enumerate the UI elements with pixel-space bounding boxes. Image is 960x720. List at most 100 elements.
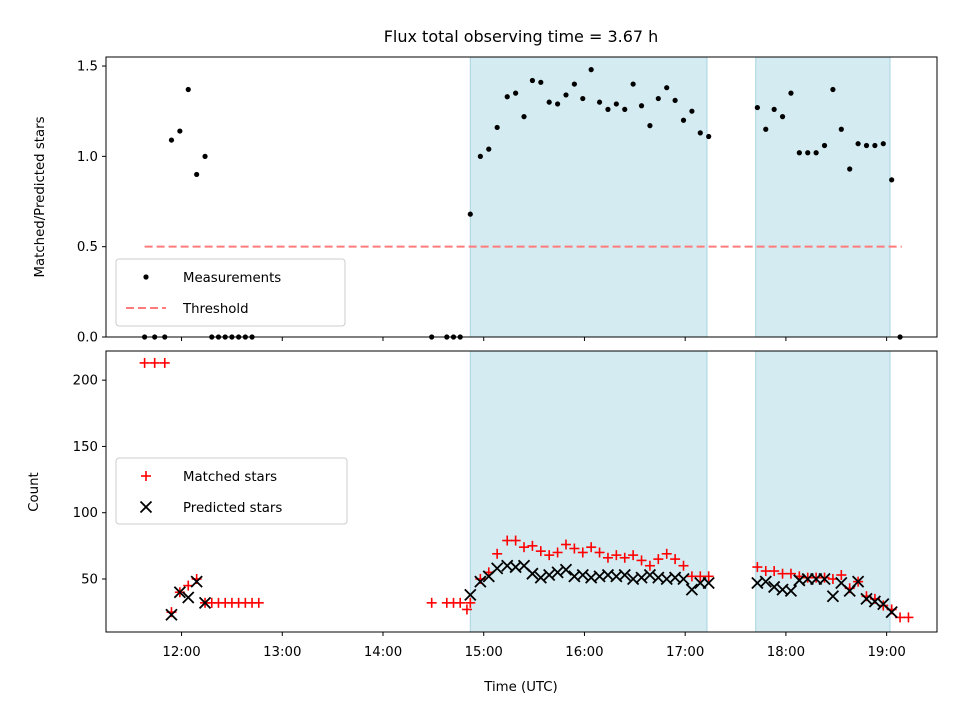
matched-star-point [510,535,521,546]
top-shaded-region [755,56,891,338]
top-legend-box [115,258,346,327]
measurement-point [538,79,544,85]
measurement-point [596,99,603,105]
predicted-star-point [677,572,690,586]
bottom-axes-frame [105,350,938,633]
measurement-point [529,77,536,84]
predicted-star-point [851,575,865,588]
matched-star-point [502,535,513,546]
predicted-star-point [559,563,573,576]
top-panel: 0.0 0.5 1.0 1.5 Matched/Predicted stars Mea… [33,56,938,346]
x-tick-label: 19:00 [867,645,905,660]
matched-star-point [544,550,555,561]
matched-star-point [602,552,613,563]
top-data-marks [142,67,903,340]
x-tick-label: 15:00 [465,645,503,660]
predicted-star-point [474,575,487,588]
measurement-point [588,67,594,73]
matched-star-point [752,562,763,573]
legend-matched-marker [141,471,151,481]
measurement-point [838,126,844,132]
measurement-point [664,85,670,91]
measurement-point [638,103,645,109]
predicted-star-point [818,572,831,586]
predicted-star-point [198,596,212,609]
matched-star-point [611,550,622,561]
predicted-star-point [885,605,898,619]
predicted-star-point [464,588,477,602]
measurement-point [504,94,510,100]
measurement-point [554,101,561,107]
matched-star-point [686,571,697,582]
measurement-point [872,142,878,149]
measurement-point [563,92,569,98]
matched-star-point [253,597,264,608]
predicted-star-point [868,595,882,608]
measurement-point [202,153,208,159]
x-tick-label: 17:00 [666,645,704,660]
matched-star-point [903,612,914,623]
matched-star-point [594,547,605,558]
predicted-star-point [190,575,203,588]
predicted-star-point [491,562,504,575]
predicted-star-point [768,580,781,594]
legend-matched-label: Matched stars [183,470,277,485]
measurement-point [771,106,777,112]
matched-star-point [426,597,437,608]
measurement-point [830,86,836,93]
matched-star-point [819,572,830,583]
matched-star-point [560,539,571,550]
matched-star-point [695,571,706,582]
measurement-point [168,137,175,143]
measurement-point [813,150,819,156]
bottom-x-ticks: 12:00 13:00 14:00 15:00 16:00 17:00 18:00 19:00 [162,632,906,660]
matched-star-point [149,357,160,368]
legend-measurements-marker [143,274,149,280]
bottom-y-tick-label: 150 [73,440,98,455]
predicted-star-point [173,586,187,599]
bottom-y-axis-label: Count [27,472,42,512]
predicted-star-point [635,571,648,584]
measurement-point [494,124,500,131]
matched-star-point [619,552,630,563]
legend-measurements-label: Measurements [183,271,281,286]
measurement-point [605,106,611,112]
matched-star-point [535,546,546,557]
measurement-point [580,95,586,102]
measurement-point [788,90,794,96]
measurement-point [477,153,483,159]
x-tick-label: 12:00 [162,645,200,660]
legend-predicted-label: Predicted stars [183,501,282,516]
matched-star-point [802,572,813,583]
top-shaded-regions [469,56,891,338]
predicted-star-point [860,592,873,605]
matched-star-point [636,555,647,566]
matched-star-point [139,357,150,368]
matched-star-point [703,571,714,582]
predicted-star-point [165,608,178,621]
predicted-star-point [685,583,699,596]
predicted-star-point [182,591,195,604]
predicted-star-point [543,568,556,582]
matched-star-point [644,560,655,571]
top-shaded-region [469,56,708,338]
matched-star-point [577,547,588,558]
measurement-point [513,90,519,96]
matched-star-point [777,568,788,579]
measurement-point [689,108,695,114]
bottom-y-tick-label: 100 [73,506,98,521]
measurement-point [779,114,786,120]
top-x-ticks [181,337,888,341]
measurement-point [177,128,183,134]
measurement-point [185,86,191,93]
measurement-point [622,106,628,112]
measurement-point [754,104,760,111]
predicted-star-point [576,568,589,582]
predicted-star-point [826,590,840,603]
bottom-legend-box [115,457,348,525]
matched-star-point [760,566,771,577]
top-y-tick-label: 1.0 [77,150,98,165]
matched-star-point [661,548,672,559]
measurement-point [847,166,853,172]
